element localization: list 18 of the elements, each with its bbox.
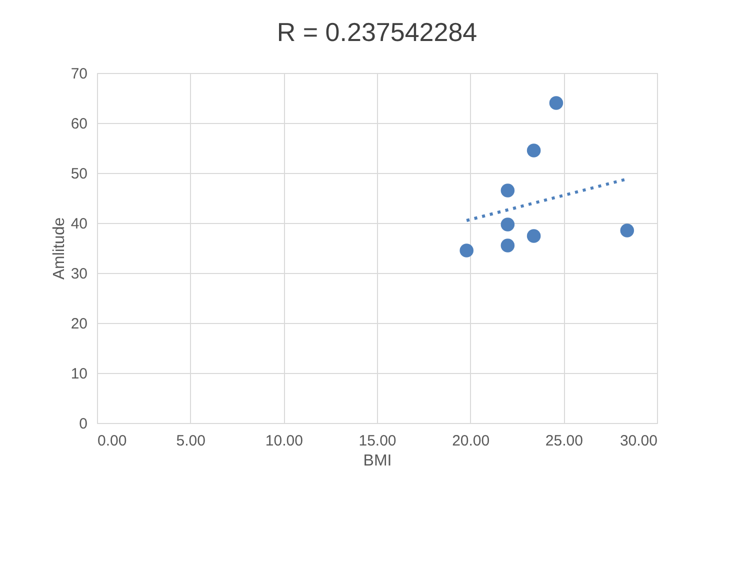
x-tick-label: 30.00 [620,432,658,450]
y-tick-label: 0 [79,416,88,432]
x-tick-label: 20.00 [452,432,490,450]
y-tick-label: 50 [70,166,88,182]
y-tick-label: 40 [70,216,88,232]
y-tick-label: 20 [70,316,88,332]
x-tick-label: 5.00 [176,432,206,450]
y-tick-label: 70 [70,66,88,82]
x-axis-title: BMI [363,452,392,470]
y-tick-label: 30 [70,266,88,282]
x-tick-label: 15.00 [358,432,396,450]
x-tick-label: 0.00 [98,432,127,450]
x-tick-label: 10.00 [265,432,303,450]
y-tick-label: 60 [70,116,88,132]
x-tick-label: 25.00 [545,432,583,450]
chart-title: R = 0.237542284 [276,17,478,47]
y-tick-label: 10 [70,366,88,382]
y-axis-title: Amlitude [50,217,68,280]
